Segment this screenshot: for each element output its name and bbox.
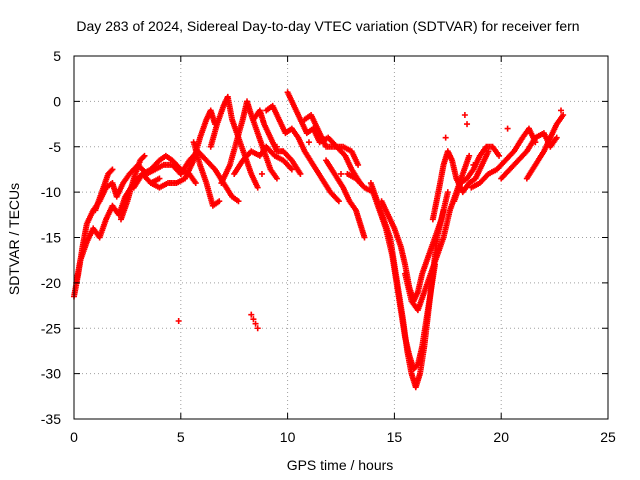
data-point: [442, 134, 449, 141]
data-point: [297, 170, 304, 177]
y-tick-label: 0: [53, 93, 61, 109]
grid-lines: [74, 56, 608, 419]
data-point: [496, 152, 503, 159]
data-point: [558, 107, 565, 114]
axis-ticks: 0 5 10 15 20 25 5 0 -5 -10 -15 -20 -25 -30 -35: [41, 48, 616, 445]
data-point: [250, 316, 257, 323]
data-point: [108, 167, 115, 174]
data-point: [235, 198, 242, 205]
data-point: [335, 198, 342, 205]
data-point: [464, 121, 471, 128]
x-tick-label: 10: [280, 429, 296, 445]
data-point: [140, 153, 147, 160]
data-point: [355, 161, 362, 168]
y-tick-label: -30: [41, 366, 61, 382]
data-point: [461, 111, 468, 118]
y-tick-label: 5: [53, 48, 61, 64]
data-point: [288, 166, 295, 173]
data-point: [252, 320, 259, 327]
data-point: [192, 180, 199, 187]
data-point: [560, 111, 567, 118]
y-tick-label: -5: [49, 139, 62, 155]
y-axis-label: SDTVAR / TECUs: [6, 183, 22, 295]
x-axis-label: GPS time / hours: [287, 457, 394, 473]
data-point: [504, 125, 511, 132]
data-point: [553, 134, 560, 141]
x-tick-label: 0: [70, 429, 78, 445]
data-point: [444, 189, 451, 196]
y-tick-label: -25: [41, 320, 61, 336]
data-points: [71, 89, 567, 391]
data-point: [361, 234, 368, 241]
y-tick-label: -15: [41, 230, 61, 246]
x-tick-label: 20: [493, 429, 509, 445]
data-point: [305, 139, 312, 146]
data-point: [258, 170, 265, 177]
data-point: [254, 325, 261, 332]
data-point: [273, 175, 280, 182]
data-point: [466, 152, 473, 159]
y-tick-label: -10: [41, 184, 61, 200]
y-tick-label: -35: [41, 411, 61, 427]
x-tick-label: 5: [177, 429, 185, 445]
data-point: [470, 161, 477, 168]
x-tick-label: 15: [387, 429, 403, 445]
data-point: [156, 175, 163, 182]
data-point: [273, 143, 280, 150]
chart-title: Day 283 of 2024, Sidereal Day-to-day VTE…: [76, 18, 579, 34]
data-point: [248, 311, 255, 318]
data-point: [254, 184, 261, 191]
data-point: [216, 198, 223, 205]
data-point: [141, 152, 148, 159]
data-point: [109, 166, 116, 173]
data-point: [175, 317, 182, 324]
y-tick-label: -20: [41, 275, 61, 291]
x-tick-label: 25: [600, 429, 616, 445]
data-point: [338, 170, 344, 177]
